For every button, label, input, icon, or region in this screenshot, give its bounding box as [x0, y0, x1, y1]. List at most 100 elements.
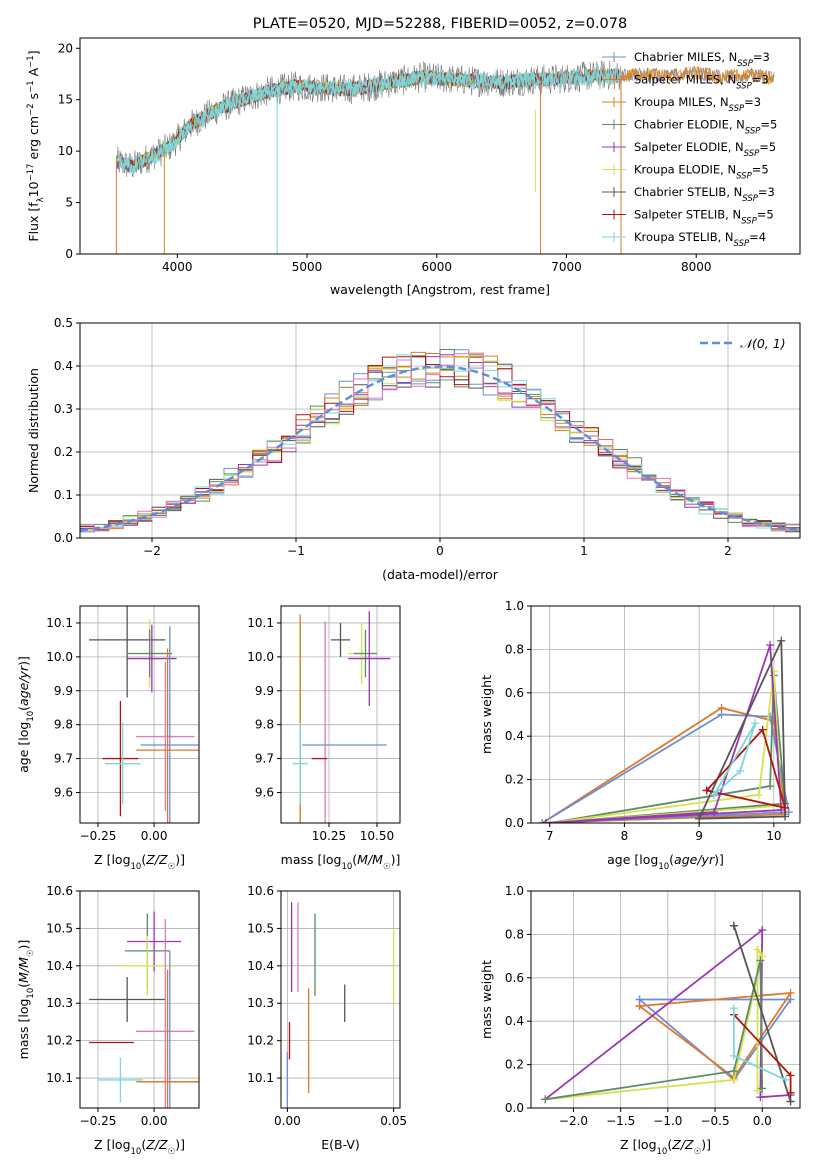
- y-tick-label: 0.0: [505, 816, 524, 830]
- y-tick-label: 10.5: [247, 921, 274, 935]
- label-part: 10: [657, 1147, 668, 1157]
- label-part: 10: [26, 711, 36, 722]
- y-axis-label: mass weight: [479, 675, 494, 754]
- x-tick-label: −2: [143, 544, 161, 558]
- age-vs-mass-marks: [292, 611, 391, 823]
- x-tick-label: 0.0: [753, 1114, 772, 1128]
- label-part: 10: [26, 181, 41, 197]
- label-part: =5: [759, 140, 776, 154]
- label-part: s: [26, 93, 41, 104]
- weight-series: [698, 640, 787, 820]
- label-part: )]: [175, 1137, 185, 1152]
- y-tick-label: 5: [65, 196, 73, 210]
- label-part: Flux [f: [26, 202, 41, 242]
- errorbar-point: [127, 629, 173, 678]
- legend-entry: Kroupa MILES, NSSP=3: [634, 95, 761, 114]
- label-part: Kroupa STELIB, N: [634, 230, 734, 244]
- errorbar-point: [136, 919, 195, 1108]
- y-tick-label: 10.4: [247, 959, 274, 973]
- weight-series: [545, 960, 764, 1101]
- histogram-series: [80, 352, 800, 532]
- errorbar-point: [104, 722, 141, 805]
- label-part: =4: [749, 230, 766, 244]
- legend-entry: Salpeter ELODIE, NSSP=5: [634, 140, 776, 159]
- age-vs-mass-panel: 10.25 10.50 9.6 9.7 9.8 9.9 10.0 10.1 mass [log1…: [247, 605, 401, 872]
- spectrum-panel: 4000 5000 6000 7000 8000 0 5 10 15 20 PLATE=0520, …: [26, 16, 801, 297]
- weight-series: [713, 722, 757, 796]
- x-tick-label: −1.0: [653, 1114, 682, 1128]
- y-tick-label: 9.6: [255, 785, 274, 799]
- label-part: SSP: [741, 217, 757, 227]
- x-tick-label: 7000: [551, 260, 582, 274]
- axes-frame: [79, 890, 200, 1109]
- label-part: )]: [701, 1137, 711, 1152]
- x-axis-label: age [log10(age/yr)]: [607, 852, 724, 872]
- legend: Chabrier MILES, NSSP=3 Salpeter MILES, NS…: [602, 50, 777, 249]
- label-part: (: [667, 1137, 672, 1152]
- x-axis-label: Z [log10(Z/Z☉)]: [94, 1137, 185, 1157]
- legend-entry: Chabrier MILES, NSSP=3: [634, 50, 770, 69]
- x-tick-label: 10.50: [360, 829, 394, 843]
- x-tick-label: −0.5: [700, 1114, 729, 1128]
- x-axis-label: wavelength [Angstrom, rest frame]: [330, 282, 550, 297]
- histogram-series: [80, 355, 800, 532]
- label-part: 10: [658, 862, 669, 872]
- x-tick-label: −0.25: [80, 1114, 117, 1128]
- label-part: ☉: [694, 1147, 702, 1157]
- x-tick-label: 8000: [681, 260, 712, 274]
- label-part: )]: [714, 852, 724, 867]
- errorbar-point: [136, 648, 199, 823]
- label-part: Kroupa ELODIE, N: [634, 163, 736, 177]
- label-part: =3: [758, 185, 775, 199]
- errorbar-point: [102, 700, 139, 817]
- label-part: Z [log: [94, 852, 130, 867]
- legend-entry: Chabrier STELIB, NSSP=3: [634, 185, 775, 204]
- x-tick-label: −0.25: [80, 829, 117, 843]
- label-part: M/M: [16, 957, 31, 983]
- x-axis-label: Z [log10(Z/Z☉)]: [94, 852, 185, 872]
- mass-vs-ebv-panel: 0.00 0.05 10.1 10.2 10.3 10.4 10.5 10.6 E(B-V): [247, 884, 407, 1152]
- y-tick-label: 15: [58, 93, 73, 107]
- y-tick-label: 9.9: [255, 684, 274, 698]
- x-tick-label: 0.00: [141, 829, 168, 843]
- label-part: 10: [131, 1147, 142, 1157]
- weight-vs-age-marks: [538, 636, 793, 823]
- y-tick-label: 0.6: [505, 686, 524, 700]
- legend-entry: Kroupa ELODIE, NSSP=5: [634, 163, 769, 182]
- label-part: SSP: [744, 149, 760, 159]
- label-part: SSP: [742, 194, 758, 204]
- label-part: ]: [26, 50, 41, 55]
- label-part: (: [352, 852, 357, 867]
- legend-entry: Salpeter MILES, NSSP=3: [634, 73, 769, 92]
- label-part: ☉: [168, 1147, 176, 1157]
- label-part: ☉: [383, 862, 391, 872]
- label-part: mass [log: [281, 852, 342, 867]
- label-part: Z [log: [620, 1137, 656, 1152]
- label-part: (: [141, 852, 146, 867]
- label-part: )]: [16, 656, 31, 666]
- y-tick-label: 0.2: [505, 1058, 524, 1072]
- y-tick-label: 9.6: [54, 785, 73, 799]
- y-tick-label: 10.2: [247, 1034, 274, 1048]
- y-tick-label: 10.1: [46, 616, 73, 630]
- label-part: =3: [753, 50, 770, 64]
- axes-frame: [280, 890, 401, 1109]
- spectrum-marks: [115, 60, 775, 254]
- label-part: −1: [26, 55, 36, 68]
- label-part: )]: [175, 852, 185, 867]
- x-tick-label: 1: [580, 544, 588, 558]
- residuals-marks: [80, 349, 800, 533]
- y-tick-label: 0: [65, 247, 73, 261]
- y-tick-label: 10.3: [247, 996, 274, 1010]
- x-tick-label: −1.5: [606, 1114, 635, 1128]
- y-tick-label: 10.1: [46, 1071, 73, 1085]
- model-spectrum-highlight: [118, 66, 622, 176]
- legend-entry: Salpeter STELIB, NSSP=5: [634, 208, 774, 227]
- errorbar-point: [136, 661, 195, 812]
- label-part: SSP: [729, 104, 745, 114]
- label-part: Chabrier ELODIE, N: [634, 118, 745, 132]
- label-part: age/yr: [674, 852, 715, 867]
- x-tick-label: 8: [621, 829, 629, 843]
- errorbar-point: [120, 935, 175, 996]
